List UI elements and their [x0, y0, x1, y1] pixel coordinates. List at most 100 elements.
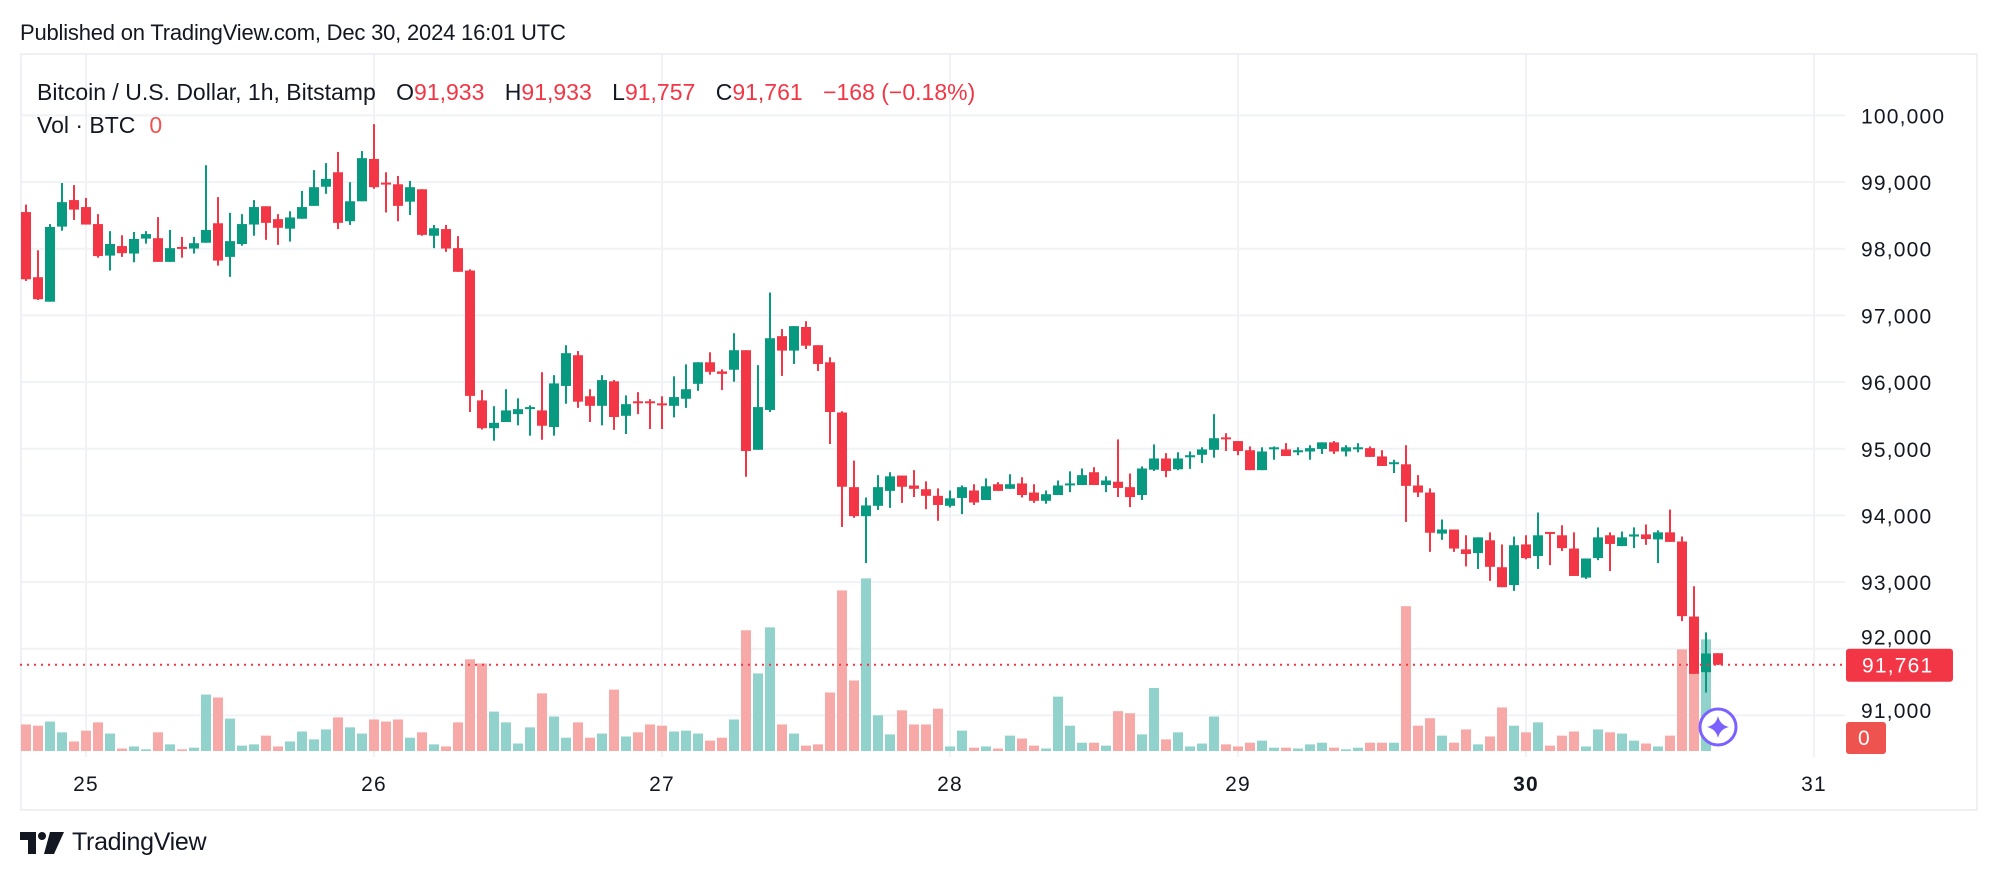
volume-bar — [1053, 696, 1063, 751]
candle — [705, 352, 715, 375]
candle-body — [789, 326, 799, 351]
candle-body — [1197, 449, 1207, 455]
candle — [1425, 488, 1435, 552]
volume-bar — [801, 745, 811, 751]
candle-body — [513, 409, 523, 415]
candle — [69, 185, 79, 220]
volume-bar — [1089, 742, 1099, 751]
volume-bar — [921, 724, 931, 751]
volume-bar — [1653, 746, 1663, 751]
candle-body — [825, 362, 835, 413]
candle-body — [1305, 448, 1315, 452]
last-price-label: 91,761 — [1862, 655, 1933, 678]
candle-body — [165, 248, 175, 262]
volume-bar — [57, 732, 67, 751]
volume-bar — [1137, 734, 1147, 751]
volume-bar — [537, 693, 547, 751]
candle-body — [1041, 494, 1051, 501]
volume-bar — [765, 627, 775, 751]
time-axis: 25 26 27 28 29 30 31 — [73, 773, 1826, 796]
candle — [273, 214, 283, 245]
candle-body — [1593, 537, 1603, 559]
volume-bar — [585, 737, 595, 751]
volume-bar — [1521, 732, 1531, 751]
volume-bar — [513, 743, 523, 751]
volume-label[interactable]: Vol · BTC — [37, 112, 136, 138]
candle-body — [1497, 567, 1507, 588]
candle — [1317, 442, 1327, 454]
volume-bar — [789, 733, 799, 751]
volume-bar — [1473, 744, 1483, 751]
candle — [669, 376, 679, 418]
volume-bar — [1149, 687, 1159, 751]
candle-body — [321, 178, 331, 187]
volume-bar — [957, 730, 967, 751]
volume-bar — [297, 731, 307, 751]
candle — [525, 405, 535, 436]
candle-body — [1089, 472, 1099, 486]
candle-body — [285, 217, 295, 229]
candle — [861, 497, 871, 564]
volume-bar — [1677, 649, 1687, 751]
volume-bar — [1569, 731, 1579, 751]
tradingview-logo[interactable]: TradingView — [20, 828, 207, 857]
volume-bar — [1197, 743, 1207, 751]
candle — [1161, 453, 1171, 478]
candle-body — [393, 184, 403, 206]
volume-bar — [1701, 639, 1711, 751]
volume-bar — [1365, 742, 1375, 751]
candle — [1401, 445, 1411, 522]
candle — [1173, 452, 1183, 471]
volume-bar — [261, 735, 271, 751]
candle — [1281, 443, 1291, 457]
candle-body — [153, 238, 163, 262]
candle — [921, 481, 931, 510]
candle — [1149, 444, 1159, 471]
volume-bar — [909, 724, 919, 751]
candle — [285, 211, 295, 242]
candle — [1557, 525, 1567, 552]
volume-bar — [1293, 748, 1303, 751]
volume-bar — [369, 719, 379, 751]
volume-bar — [621, 736, 631, 751]
candle-body — [1413, 485, 1423, 493]
candle-body — [1713, 653, 1723, 665]
candle-body — [57, 202, 67, 227]
candle-body — [33, 277, 43, 300]
candle — [561, 345, 571, 404]
open-value: 91,933 — [414, 79, 485, 105]
candle-body — [765, 338, 775, 410]
volume-bar — [525, 727, 535, 751]
candle — [1485, 532, 1495, 581]
symbol-title[interactable]: Bitcoin / U.S. Dollar, 1h, Bitstamp — [37, 79, 376, 105]
candle-body — [1053, 485, 1063, 496]
volume-bar — [969, 747, 979, 751]
candle — [1353, 443, 1363, 453]
candle-body — [1077, 475, 1087, 486]
candle — [1101, 476, 1111, 493]
volume-value: 0 — [149, 112, 163, 138]
price-axis: 100,000 99,000 98,000 97,000 96,000 95,000 94,… — [1861, 105, 1944, 723]
candle — [81, 197, 91, 225]
close-label: C — [715, 79, 733, 105]
candles — [21, 124, 1723, 693]
candle — [633, 392, 643, 415]
volume-bar — [561, 737, 571, 751]
candle-body — [273, 219, 283, 228]
candle-body — [1425, 492, 1435, 533]
candle — [297, 190, 307, 219]
candle — [213, 197, 223, 266]
candle — [513, 398, 523, 426]
volume-bar — [1545, 745, 1555, 751]
candle-body — [681, 389, 691, 399]
volume-bar — [1341, 749, 1351, 751]
sparkle-star-icon[interactable] — [1698, 707, 1738, 747]
candle-body — [1653, 532, 1663, 540]
candle-body — [1065, 483, 1075, 486]
candle-body — [1545, 531, 1555, 534]
candle-body — [801, 327, 811, 346]
candle-body — [885, 476, 895, 491]
candle — [753, 365, 763, 450]
volume-bar — [333, 717, 343, 751]
